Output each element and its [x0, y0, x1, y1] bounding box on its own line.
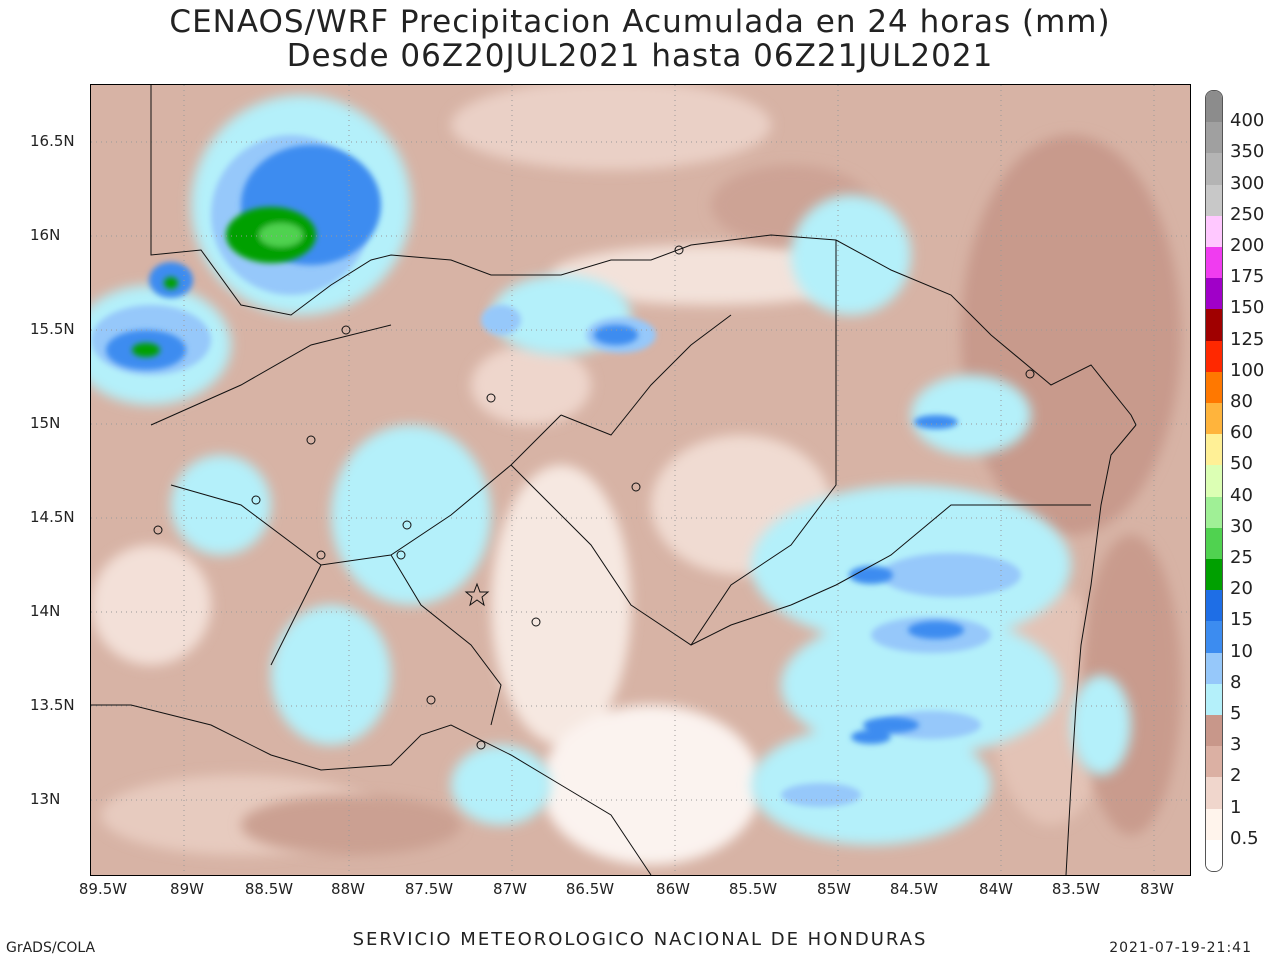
lon-label-89w: 89W [170, 880, 204, 898]
colorbar-level-label: 60 [1230, 422, 1253, 444]
colorbar-swatch [1206, 839, 1222, 871]
colorbar-level-label: 250 [1230, 203, 1265, 225]
lat-label-14n: 14N [30, 602, 61, 620]
lat-label-14-5n: 14.5N [30, 508, 75, 526]
lon-label-88w: 88W [331, 880, 365, 898]
lat-label-13n: 13N [30, 790, 61, 808]
colorbar-swatch [1206, 184, 1222, 217]
lon-label-88-5w: 88.5W [244, 880, 294, 898]
lon-label-84-5w: 84.5W [889, 880, 939, 898]
colorbar-level-label: 400 [1230, 110, 1265, 132]
lat-label-16-5n: 16.5N [30, 132, 75, 150]
grads-credit: GrADS/COLA [6, 940, 96, 956]
colorbar-level-label: 300 [1230, 172, 1265, 194]
colorbar-swatch [1206, 590, 1222, 623]
colorbar-swatch [1206, 746, 1222, 779]
lat-label-15-5n: 15.5N [30, 320, 75, 338]
colorbar-swatch [1206, 122, 1222, 155]
colorbar-level-label: 5 [1230, 703, 1242, 724]
lon-label-84w: 84W [979, 880, 1013, 898]
capital-star-icon [464, 582, 490, 607]
colorbar-level-label: 3 [1230, 734, 1242, 756]
colorbar-swatch [1206, 465, 1222, 498]
colorbar-swatch [1206, 715, 1222, 748]
generation-timestamp: 2021-07-19-21:41 [1109, 940, 1252, 956]
colorbar-swatch [1206, 215, 1222, 248]
colorbar-swatch [1206, 777, 1222, 810]
colorbar-swatch [1206, 527, 1222, 560]
lon-label-86w: 86W [656, 880, 690, 898]
map-title: CENAOS/WRF Precipitacion Acumulada en 24… [169, 4, 1111, 40]
colorbar-swatch [1206, 652, 1222, 685]
colorbar-swatch [1206, 309, 1222, 342]
colorbar-swatch [1206, 91, 1222, 124]
lon-label-85w: 85W [817, 880, 851, 898]
lon-label-83w: 83W [1140, 880, 1174, 898]
colorbar-level-label: 40 [1230, 484, 1253, 506]
colorbar-swatch [1206, 621, 1222, 654]
colorbar-level-label: 25 [1230, 547, 1253, 568]
lon-label-86-5w: 86.5W [565, 880, 615, 898]
lon-label-89-5w: 89.5W [78, 880, 128, 898]
lat-label-16n: 16N [30, 226, 61, 244]
colorbar-legend [1205, 90, 1223, 872]
colorbar-level-label: 8 [1230, 671, 1242, 693]
precipitation-map[interactable] [90, 84, 1191, 876]
map-subtitle: Desde 06Z20JUL2021 hasta 06Z21JUL2021 [286, 38, 994, 74]
lon-label-87w: 87W [493, 880, 527, 898]
border-lines [91, 85, 1137, 875]
map-canvas [91, 85, 1190, 875]
colorbar-level-label: 30 [1230, 515, 1253, 537]
colorbar-level-label: 10 [1230, 640, 1253, 662]
colorbar-swatch [1206, 559, 1222, 592]
lat-label-13-5n: 13.5N [30, 696, 75, 714]
lon-label-83-5w: 83.5W [1051, 880, 1101, 898]
colorbar-level-label: 80 [1230, 391, 1253, 412]
colorbar-swatch [1206, 371, 1222, 404]
colorbar-swatch [1206, 340, 1222, 373]
colorbar-swatch [1206, 403, 1222, 436]
colorbar-swatch [1206, 278, 1222, 311]
colorbar-swatch [1206, 434, 1222, 467]
colorbar-swatch [1206, 496, 1222, 529]
colorbar-swatch [1206, 683, 1222, 716]
colorbar-level-label: 0.5 [1230, 827, 1259, 849]
colorbar-level-label: 100 [1230, 359, 1265, 381]
lon-label-87-5w: 87.5W [404, 880, 454, 898]
colorbar-level-label: 175 [1230, 266, 1265, 288]
colorbar-level-label: 50 [1230, 453, 1253, 475]
agency-name: SERVICIO METEOROLOGICO NACIONAL DE HONDU… [352, 929, 928, 950]
colorbar-level-label: 2 [1230, 765, 1242, 787]
precip-green-areas [132, 207, 316, 357]
colorbar-level-label: 200 [1230, 235, 1265, 256]
town-markers [153, 245, 1035, 750]
colorbar-level-label: 1 [1230, 796, 1242, 818]
colorbar-level-label: 20 [1230, 578, 1253, 600]
colorbar-swatch [1206, 808, 1222, 841]
colorbar-level-label: 15 [1230, 609, 1253, 631]
colorbar-swatch [1206, 247, 1222, 280]
colorbar-level-label: 350 [1230, 141, 1265, 163]
lon-label-85-5w: 85.5W [728, 880, 778, 898]
colorbar-swatch [1206, 153, 1222, 186]
colorbar-level-label: 125 [1230, 328, 1265, 350]
colorbar-level-label: 150 [1230, 297, 1265, 319]
lat-label-15n: 15N [30, 414, 61, 432]
lat-lon-grid [91, 85, 1190, 875]
